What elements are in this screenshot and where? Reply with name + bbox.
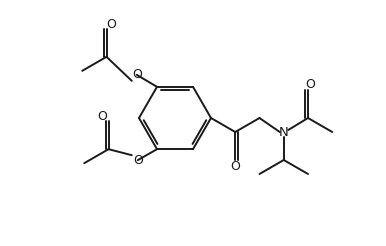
Text: O: O <box>107 18 117 31</box>
Text: O: O <box>133 154 143 167</box>
Text: O: O <box>132 68 142 81</box>
Text: O: O <box>230 160 240 173</box>
Text: N: N <box>279 125 289 138</box>
Text: O: O <box>305 77 315 91</box>
Text: O: O <box>98 110 107 123</box>
